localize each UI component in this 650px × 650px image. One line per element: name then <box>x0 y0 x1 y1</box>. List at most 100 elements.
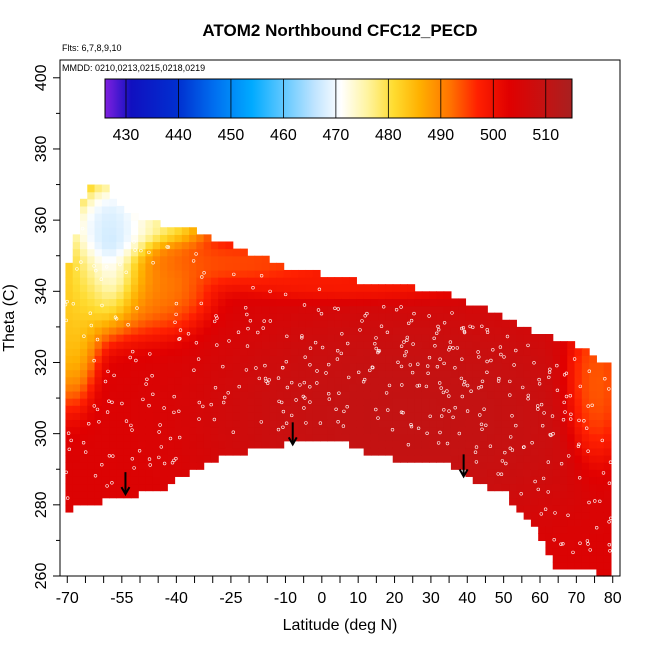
field-cell <box>589 355 597 364</box>
field-cell <box>567 419 576 428</box>
field-cell <box>283 390 292 399</box>
field-cell <box>247 334 256 342</box>
field-cell <box>596 469 605 477</box>
sample-point <box>441 390 446 395</box>
field-cell <box>581 504 590 513</box>
field-cell <box>538 483 547 492</box>
field-cell <box>327 298 336 307</box>
field-cell <box>87 305 96 314</box>
field-cell <box>160 348 168 356</box>
field-cell <box>167 305 176 314</box>
field-cell <box>160 326 168 335</box>
field-cell <box>138 291 147 300</box>
field-cell <box>167 227 176 235</box>
field-cell <box>450 447 459 456</box>
sample-point <box>150 374 154 378</box>
field-cell <box>116 483 125 492</box>
field-cell <box>80 433 88 442</box>
field-cell <box>152 447 161 456</box>
sample-point <box>141 397 145 402</box>
field-cell <box>283 419 292 428</box>
sample-point <box>178 435 182 440</box>
field-cell <box>80 355 88 364</box>
field-cell <box>80 298 88 307</box>
field-cell <box>450 355 459 364</box>
field-cell <box>72 362 81 371</box>
sample-point <box>281 425 285 429</box>
field-cell <box>181 341 190 349</box>
field-cell <box>65 469 74 477</box>
field-cell <box>145 398 154 406</box>
sample-point <box>577 442 581 446</box>
sample-point <box>124 244 128 249</box>
field-cell <box>116 213 125 221</box>
field-cell <box>189 319 197 328</box>
field-cell <box>472 376 481 385</box>
sample-point <box>103 379 108 384</box>
field-cell <box>305 376 314 385</box>
field-cell <box>407 426 416 435</box>
sample-point <box>552 537 556 542</box>
sample-point <box>394 308 399 312</box>
sample-point <box>474 445 479 449</box>
field-cell <box>509 334 517 342</box>
field-cell <box>421 362 430 371</box>
field-cell <box>480 305 488 314</box>
field-cell <box>370 447 379 456</box>
field-cell <box>392 426 401 435</box>
field-cell <box>123 277 132 285</box>
field-cell <box>378 426 387 435</box>
sample-point <box>399 410 404 414</box>
sample-point <box>445 441 450 446</box>
field-cell <box>552 547 561 556</box>
sample-point <box>302 380 306 385</box>
field-cell <box>145 312 154 321</box>
field-cell <box>589 405 597 413</box>
sample-point <box>455 346 459 350</box>
field-cell <box>480 334 488 342</box>
field-cell <box>218 284 227 292</box>
field-cell <box>545 341 554 349</box>
field-cell <box>247 326 256 335</box>
field-cell <box>94 497 103 506</box>
field-cell <box>530 398 539 406</box>
sample-point <box>111 454 115 458</box>
field-cell <box>247 383 256 392</box>
field-cell <box>290 298 299 307</box>
field-cell <box>123 462 132 470</box>
sample-point <box>315 369 319 373</box>
sample-point <box>130 428 134 432</box>
field-cell <box>80 341 88 349</box>
field-cell <box>116 205 125 214</box>
field-cell <box>298 341 307 349</box>
field-cell <box>363 426 372 435</box>
field-cell <box>516 433 525 442</box>
field-cell <box>567 348 576 356</box>
field-cell <box>312 405 321 413</box>
field-cell <box>560 398 568 406</box>
field-cell <box>472 319 481 328</box>
field-cell <box>320 376 328 385</box>
field-cell <box>80 383 88 392</box>
field-cell <box>480 390 488 399</box>
sample-point <box>358 328 362 332</box>
field-cell <box>174 405 183 413</box>
field-cell <box>443 455 452 463</box>
field-cell <box>567 526 576 534</box>
sample-point <box>503 450 507 455</box>
field-cell <box>421 291 430 300</box>
field-cell <box>349 277 357 285</box>
field-cell <box>487 412 496 421</box>
field-cell <box>545 483 554 492</box>
sample-point <box>607 387 611 391</box>
field-cell <box>290 376 299 385</box>
field-cell <box>574 540 583 549</box>
field-cell <box>581 412 590 421</box>
field-cell <box>574 369 583 378</box>
field-cell <box>516 398 525 406</box>
field-cell <box>254 284 263 292</box>
sample-point <box>577 418 581 423</box>
field-cell <box>385 362 394 371</box>
field-cell <box>130 255 139 264</box>
sample-point <box>212 417 217 422</box>
